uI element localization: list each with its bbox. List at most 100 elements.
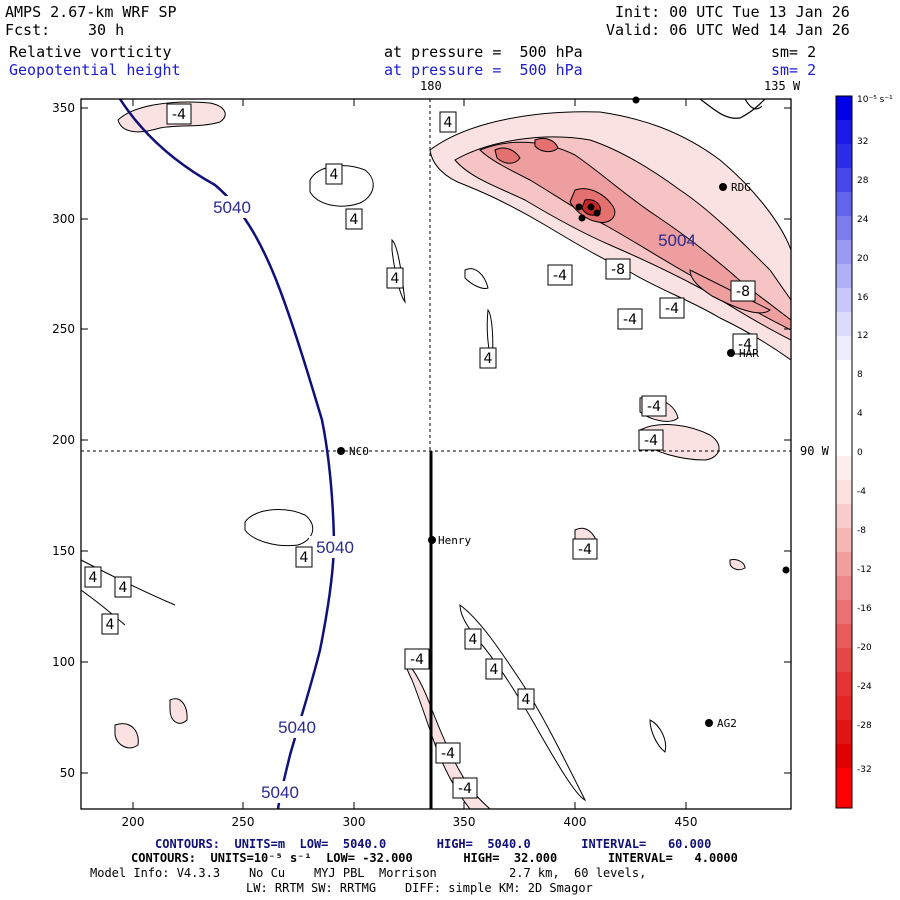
y-tick-labels: 350 300 250 200 150 100 50 <box>52 101 75 780</box>
model-title: AMPS 2.67-km WRF SP <box>5 3 177 21</box>
svg-text:4: 4 <box>522 692 531 708</box>
footer-height-contours: CONTOURS: UNITS=m LOW= 5040.0 HIGH= 5040… <box>155 837 712 851</box>
svg-text:-4: -4 <box>738 337 752 353</box>
field2-name: Geopotential height <box>9 61 181 79</box>
y-tick: 350 <box>52 101 75 115</box>
station-dot[interactable] <box>587 203 595 211</box>
station-rdg[interactable]: RDG <box>719 181 751 194</box>
vorticity-field <box>81 99 791 809</box>
y-tick: 300 <box>52 212 75 226</box>
svg-text:4: 4 <box>350 212 359 228</box>
station-har[interactable]: HAR <box>727 347 759 360</box>
colorbar-labels: 32 28 24 20 16 12 8 4 0 -4 -8 -12 -16 -2… <box>857 137 872 775</box>
height-label: 5040 <box>278 718 316 737</box>
stations: NCO Henry RDG HAR AG2 <box>337 96 790 730</box>
svg-text:-4: -4 <box>458 781 472 797</box>
vort-label: 4 <box>484 699 500 719</box>
colorbar-label: 16 <box>857 293 869 303</box>
vort-label: 4 <box>464 628 482 650</box>
station-dot[interactable] <box>593 209 601 217</box>
svg-text:RDG: RDG <box>731 181 751 194</box>
station-henry[interactable]: Henry <box>428 534 471 547</box>
svg-text:-4: -4 <box>578 542 592 558</box>
vort-label: 4 <box>295 546 313 568</box>
vort-label: -4 <box>606 198 630 218</box>
height-label: 5040 <box>316 538 354 557</box>
vort-label: 4 <box>485 658 503 680</box>
vort-label: 4 <box>517 688 535 710</box>
field2-smoothing: sm= 2 <box>771 61 817 79</box>
svg-text:-8: -8 <box>611 262 625 278</box>
colorbar-label: 28 <box>857 176 869 186</box>
lon-label-90w: 90 W <box>800 444 829 458</box>
vort-label: -4 <box>547 264 573 286</box>
field1-level: at pressure = 500 hPa <box>384 43 583 61</box>
svg-text:-4: -4 <box>647 399 661 415</box>
y-tick: 50 <box>60 766 75 780</box>
svg-text:Henry: Henry <box>438 534 471 547</box>
field1-smoothing: sm= 2 <box>771 43 817 61</box>
forecast-label: Fcst: <box>5 21 51 39</box>
svg-text:4: 4 <box>484 351 493 367</box>
colorbar-label: 12 <box>857 331 868 341</box>
vort-label: -4 <box>638 429 664 451</box>
field2-level: at pressure = 500 hPa <box>384 61 583 79</box>
x-tick: 450 <box>675 815 698 829</box>
svg-text:-4: -4 <box>441 746 455 762</box>
station-dot[interactable] <box>575 203 583 211</box>
vort-label: -4 <box>404 648 430 670</box>
y-tick: 250 <box>52 322 75 336</box>
svg-text:-4: -4 <box>410 652 424 668</box>
x-tick: 400 <box>564 815 587 829</box>
footer-model-info: Model Info: V4.3.3 No Cu MYJ PBL Morriso… <box>90 866 647 880</box>
colorbar-label: 32 <box>857 137 868 147</box>
colorbar-label: 24 <box>857 215 869 225</box>
svg-text:4: 4 <box>106 617 115 633</box>
colorbar-label: -24 <box>857 682 872 692</box>
footer-vorticity-contours: CONTOURS: UNITS=10⁻⁵ s⁻¹ LOW= -32.000 HI… <box>131 851 738 865</box>
plot-frame <box>80 98 792 810</box>
svg-text:4: 4 <box>469 632 478 648</box>
colorbar-label: -16 <box>857 604 872 614</box>
vort-label: -4 <box>166 103 192 125</box>
y-tick: 150 <box>52 544 75 558</box>
x-tick: 200 <box>122 815 145 829</box>
colorbar-label: -8 <box>857 526 866 536</box>
colorbar-label: -12 <box>857 565 872 575</box>
vort-label: -4 <box>732 333 758 355</box>
vort-label: 4 <box>479 347 497 369</box>
vort-label: -4 <box>617 308 643 330</box>
y-tick: 200 <box>52 433 75 447</box>
colorbar: 10⁻⁵ s⁻¹ 32 28 24 20 16 12 8 4 0 -4 -8 -… <box>835 95 893 809</box>
vort-label: 4 <box>84 566 102 588</box>
vort-label: -4 <box>641 395 667 417</box>
station-nco[interactable]: NCO <box>337 445 369 458</box>
vort-label: 4 <box>114 576 132 598</box>
lon-label-180: 180 <box>420 79 442 93</box>
svg-text:4: 4 <box>444 115 453 131</box>
x-tick: 300 <box>343 815 366 829</box>
x-tick: 350 <box>453 815 476 829</box>
station-dot[interactable] <box>578 214 586 222</box>
svg-text:-4: -4 <box>623 312 637 328</box>
station-dot[interactable] <box>782 566 790 574</box>
y-tick: 100 <box>52 655 75 669</box>
colorbar-label: -20 <box>857 643 872 653</box>
field1-name: Relative vorticity <box>9 43 172 61</box>
svg-text:4: 4 <box>490 662 499 678</box>
valid-time: Valid: 06 UTC Wed 14 Jan 26 <box>606 21 850 39</box>
colorbar-label: 20 <box>857 254 869 264</box>
colorbar-label: 8 <box>857 370 863 380</box>
vort-label: -4 <box>659 297 685 319</box>
station-ag2[interactable]: AG2 <box>705 717 737 730</box>
x-axis <box>132 99 687 809</box>
colorbar-label: 0 <box>857 448 863 458</box>
colorbar-label: -32 <box>857 765 872 775</box>
colorbar-label: -4 <box>857 487 866 497</box>
vort-label: 4 <box>345 208 363 230</box>
vort-label: 4 <box>439 111 457 133</box>
vort-label: -4 <box>452 777 478 799</box>
vort-label: -8 <box>605 258 631 280</box>
svg-text:-4: -4 <box>644 433 658 449</box>
station-dot[interactable] <box>632 96 640 104</box>
